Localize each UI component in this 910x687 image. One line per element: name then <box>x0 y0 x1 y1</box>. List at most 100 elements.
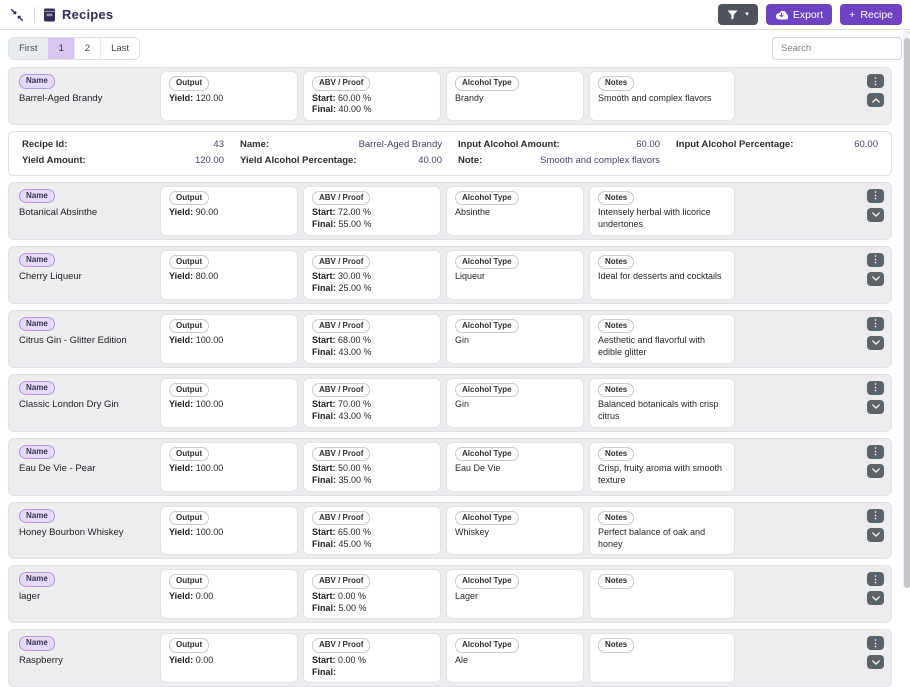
notes-cell: Notes Intensely herbal with licorice und… <box>589 185 735 236</box>
alcohol-type-badge: Alcohol Type <box>455 510 519 526</box>
pagination-page-1[interactable]: 1 <box>47 38 74 59</box>
export-button[interactable]: Export <box>765 4 833 25</box>
notes-value: Ideal for desserts and cocktails <box>598 271 722 282</box>
pagination-last[interactable]: Last <box>100 38 140 59</box>
abv-proof-cell: ABV / Proof Start: 68.00 % Final: 43.00 … <box>303 313 441 364</box>
alcohol-type-value: Whiskey <box>455 527 490 538</box>
recipe-name: Cherry Liqueur <box>19 271 82 283</box>
notes-value: Aesthetic and flavorful with edible glit… <box>598 335 706 357</box>
alcohol-type-cell: Alcohol Type Gin <box>446 377 584 428</box>
collapse-toggle-button[interactable] <box>8 6 26 24</box>
name-badge: Name <box>19 636 55 652</box>
abv-proof-cell: ABV / Proof Start: 0.00 % Final: 5.00 % <box>303 569 441 620</box>
pagination-first[interactable]: First <box>9 38 48 59</box>
kebab-icon: ⋮ <box>871 75 880 86</box>
output-badge: Output <box>169 510 210 526</box>
start-value: 30.00 % <box>338 271 372 282</box>
row-actions: ⋮ <box>867 186 886 236</box>
detail-input-alcohol-amount: Input Alcohol Amount: 60.00 <box>458 138 660 150</box>
row-menu-button[interactable]: ⋮ <box>867 74 884 88</box>
yield-label: Yield: <box>169 207 194 218</box>
name-badge: Name <box>19 572 55 588</box>
recipe-row: Name Eau De Vie - Pear Output Yield: 100… <box>8 437 892 496</box>
row-menu-button[interactable]: ⋮ <box>867 444 884 459</box>
notes-cell: Notes <box>589 569 735 620</box>
search-input[interactable] <box>772 37 902 60</box>
output-cell: Output Yield: 0.00 <box>160 633 298 684</box>
output-badge: Output <box>169 446 210 462</box>
name-badge: Name <box>19 252 55 268</box>
output-badge: Output <box>169 318 210 334</box>
notes-cell: Notes Crisp, fruity aroma with smooth te… <box>589 441 735 492</box>
name-column: Name Cherry Liqueur <box>9 250 155 300</box>
chevron-down-icon <box>871 404 880 409</box>
top-bar: Recipes ▾ Export + Recipe <box>0 0 910 30</box>
notes-cell: Notes Ideal for desserts and cocktails <box>589 249 735 300</box>
abv-proof-cell: ABV / Proof Start: 72.00 % Final: 55.00 … <box>303 185 441 236</box>
row-menu-button[interactable]: ⋮ <box>867 636 884 651</box>
alcohol-type-badge: Alcohol Type <box>455 76 519 91</box>
recipe-name: Raspberry <box>19 655 63 667</box>
abv-proof-cell: ABV / Proof Start: 70.00 % Final: 43.00 … <box>303 377 441 428</box>
scrollbar-thumb[interactable] <box>903 38 910 588</box>
row-expand-button[interactable] <box>867 463 884 478</box>
recipe-name: lager <box>19 591 41 603</box>
pagination-page-2[interactable]: 2 <box>73 38 101 59</box>
kebab-icon: ⋮ <box>871 254 880 265</box>
abv-proof-badge: ABV / Proof <box>312 254 371 270</box>
start-value: 70.00 % <box>338 399 372 410</box>
row-expand-button[interactable] <box>867 399 884 414</box>
start-label: Start: <box>312 463 336 474</box>
alcohol-type-badge: Alcohol Type <box>455 190 519 206</box>
kebab-icon: ⋮ <box>871 446 880 457</box>
chevron-down-icon <box>871 468 880 473</box>
add-recipe-button[interactable]: + Recipe <box>840 4 902 25</box>
final-value: 25.00 % <box>338 282 372 293</box>
alcohol-type-cell: Alcohol Type Gin <box>446 313 584 364</box>
output-cell: Output Yield: 100.00 <box>160 505 298 556</box>
row-actions: ⋮ <box>867 314 886 364</box>
abv-proof-badge: ABV / Proof <box>312 318 371 334</box>
recipe-name: Classic London Dry Gin <box>19 399 119 411</box>
start-label: Start: <box>312 207 336 218</box>
add-recipe-button-label: Recipe <box>860 8 893 21</box>
row-menu-button[interactable]: ⋮ <box>867 316 884 331</box>
row-expand-button[interactable] <box>867 93 884 107</box>
row-expand-button[interactable] <box>867 655 884 670</box>
row-expand-button[interactable] <box>867 271 884 286</box>
row-menu-button[interactable]: ⋮ <box>867 508 884 523</box>
book-icon <box>44 8 55 21</box>
final-value: 35.00 % <box>338 474 372 485</box>
notes-badge: Notes <box>598 76 635 91</box>
row-menu-button[interactable]: ⋮ <box>867 252 884 267</box>
recipe-row: Name Classic London Dry Gin Output Yield… <box>8 373 892 432</box>
output-badge: Output <box>169 638 210 654</box>
final-label: Final: <box>312 410 336 421</box>
row-expand-button[interactable] <box>867 591 884 606</box>
name-badge: Name <box>19 316 55 332</box>
output-cell: Output Yield: 0.00 <box>160 569 298 620</box>
alcohol-type-value: Brandy <box>455 92 484 103</box>
notes-cell: Notes <box>589 633 735 684</box>
notes-value: Intensely herbal with licorice undertone… <box>598 207 711 229</box>
recipe-name: Honey Bourbon Whiskey <box>19 527 124 539</box>
filter-button[interactable]: ▾ <box>718 4 758 25</box>
row-menu-button[interactable]: ⋮ <box>867 380 884 395</box>
recipe-list: Name Barrel-Aged Brandy Output Yield: 12… <box>0 66 910 687</box>
row-expand-button[interactable] <box>867 527 884 542</box>
final-label: Final: <box>312 218 336 229</box>
row-menu-button[interactable]: ⋮ <box>867 188 884 203</box>
recipe-name: Botanical Absinthe <box>19 207 98 219</box>
row-expand-button[interactable] <box>867 207 884 222</box>
name-column: Name Classic London Dry Gin <box>9 378 155 428</box>
output-badge: Output <box>169 190 210 206</box>
row-expand-button[interactable] <box>867 335 884 350</box>
yield-value: 0.00 <box>195 591 214 602</box>
notes-badge: Notes <box>598 510 635 526</box>
final-label: Final: <box>312 538 336 549</box>
start-label: Start: <box>312 591 336 602</box>
row-menu-button[interactable]: ⋮ <box>867 572 884 587</box>
export-button-label: Export <box>792 8 824 21</box>
start-value: 0.00 % <box>338 591 367 602</box>
alcohol-type-cell: Alcohol Type Absinthe <box>446 185 584 236</box>
